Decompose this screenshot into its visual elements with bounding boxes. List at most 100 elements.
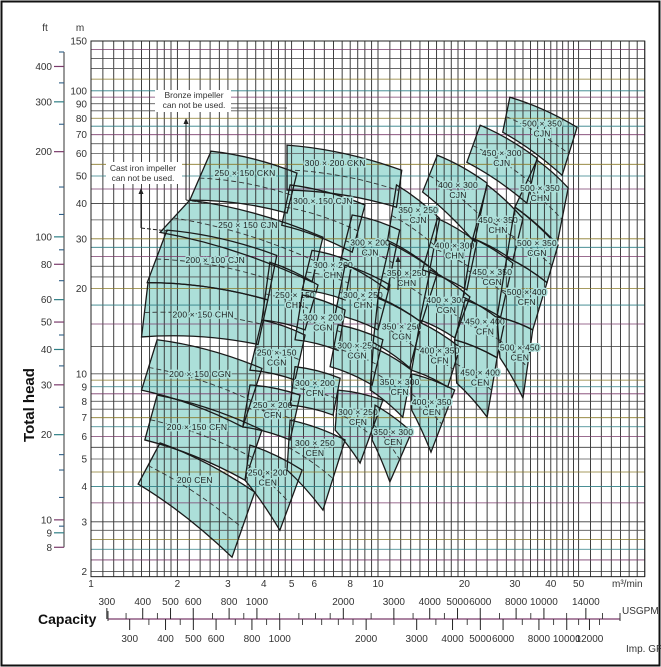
y-tick-label: 100 <box>70 86 87 97</box>
boundary-line <box>140 227 169 232</box>
impeller-curve <box>336 411 371 436</box>
y-tick-label: 150 <box>70 37 87 48</box>
tile-label: 450 × 300 <box>482 148 522 158</box>
tile-outline <box>501 96 578 177</box>
impeller-curve <box>199 177 292 196</box>
arrow-up-icon <box>183 118 189 124</box>
tile-fill <box>372 405 412 482</box>
tile-label: 250 × 150 <box>257 348 297 358</box>
tile-label: CGN <box>482 277 502 287</box>
tile-fill <box>422 155 488 243</box>
usgpm-tick-label: 1000 <box>246 597 269 608</box>
tile-outline <box>334 389 384 465</box>
impeller-curve <box>467 270 507 295</box>
tile-label: CJN <box>410 215 427 225</box>
tile-fill <box>281 184 366 253</box>
tile-label: 450 × 350 <box>478 215 518 225</box>
impeller-curve <box>472 145 532 184</box>
x-tick-label: 5 <box>289 579 295 590</box>
impeller-curve <box>411 393 443 425</box>
y-tick-label: 30 <box>76 234 88 245</box>
tile-fill <box>295 294 346 351</box>
tile-fill <box>370 347 412 418</box>
tile-label: 400 × 300 <box>438 180 478 190</box>
tile-label: 250 × 150 CJN <box>218 220 278 230</box>
tile-outline <box>242 384 301 441</box>
y-tick-label: 90 <box>76 99 88 110</box>
tile-label: CGN <box>347 350 367 360</box>
tile-label: CHN <box>324 270 343 280</box>
tile-outline <box>496 316 534 401</box>
x-tick-label: 1 <box>88 579 94 590</box>
tile-outline <box>369 346 413 419</box>
tile-outline <box>329 324 384 387</box>
impeller-curve <box>498 338 528 368</box>
tile-fill <box>141 339 262 427</box>
ft-tick-label: 9 <box>46 528 52 539</box>
impeller-curve <box>345 240 394 264</box>
impeller-curve <box>505 116 570 155</box>
y-tick-label: 50 <box>76 172 88 183</box>
impeller-curve <box>371 370 408 397</box>
tile-outline <box>372 297 423 370</box>
tile-label: CFN <box>349 417 367 427</box>
impgpm-tick-label: 5000 <box>469 634 492 645</box>
tile-fill <box>141 282 268 345</box>
tile-label: 200 × 150 CGN <box>169 369 231 379</box>
tile-fill <box>138 442 255 558</box>
x-tick-label: 4 <box>261 579 267 590</box>
axes: 2345678910203040506070809010015089102030… <box>35 37 621 645</box>
tile-label: CEN <box>511 352 530 362</box>
tile-label: 500 × 450 <box>500 342 540 352</box>
impeller-curve <box>455 363 492 391</box>
usgpm-tick-label: 5000 <box>446 597 469 608</box>
arrow-up-icon <box>138 188 144 194</box>
tile-label: 200 CEN <box>177 475 213 485</box>
usgpm-tick-label: 400 <box>134 597 151 608</box>
tile-label: 400 × 350 <box>420 346 460 356</box>
impeller-curve <box>373 423 401 460</box>
impeller-curve <box>148 366 252 402</box>
y-tick-label: 60 <box>76 149 88 160</box>
tile-outline <box>371 404 413 484</box>
tile-label: 200 × 150 CHN <box>172 310 233 320</box>
usgpm-tick-label: 800 <box>221 597 238 608</box>
impeller-curve <box>265 293 312 311</box>
y-tick-label: 4 <box>81 482 87 493</box>
m-unit-label: m <box>76 23 84 34</box>
tile-outline <box>466 124 538 205</box>
x-tick-label: 30 <box>509 579 521 590</box>
note-text: can not be used. <box>163 100 226 110</box>
impeller-curve <box>375 322 416 348</box>
impeller-curve <box>459 321 501 342</box>
impeller-curve <box>428 175 481 216</box>
impgpm-tick-label: 6000 <box>492 634 515 645</box>
tile-label: 450 × 400 <box>465 316 505 326</box>
tile-outline <box>261 261 319 331</box>
tile-label: 400 × 350 <box>412 397 452 407</box>
tile-outline <box>140 281 269 346</box>
pump-tile: 200 × 150 CHN <box>140 281 269 346</box>
tile-outline <box>244 444 303 532</box>
usgpm-tick-label: 3000 <box>383 597 406 608</box>
tile-label: CGN <box>313 322 333 332</box>
ft-tick-label: 40 <box>41 345 53 356</box>
tile-label: 350 × 250 <box>398 205 438 215</box>
impeller-curve <box>510 234 553 267</box>
tile-label: 250 × 150 <box>275 290 315 300</box>
tile-label: 250 × 200 <box>253 400 293 410</box>
x-tick-label: 8 <box>347 579 353 590</box>
tile-label: CGN <box>527 248 547 258</box>
impgpm-tick-label: 500 <box>185 634 202 645</box>
tile-label: 350 × 250 <box>382 322 422 332</box>
